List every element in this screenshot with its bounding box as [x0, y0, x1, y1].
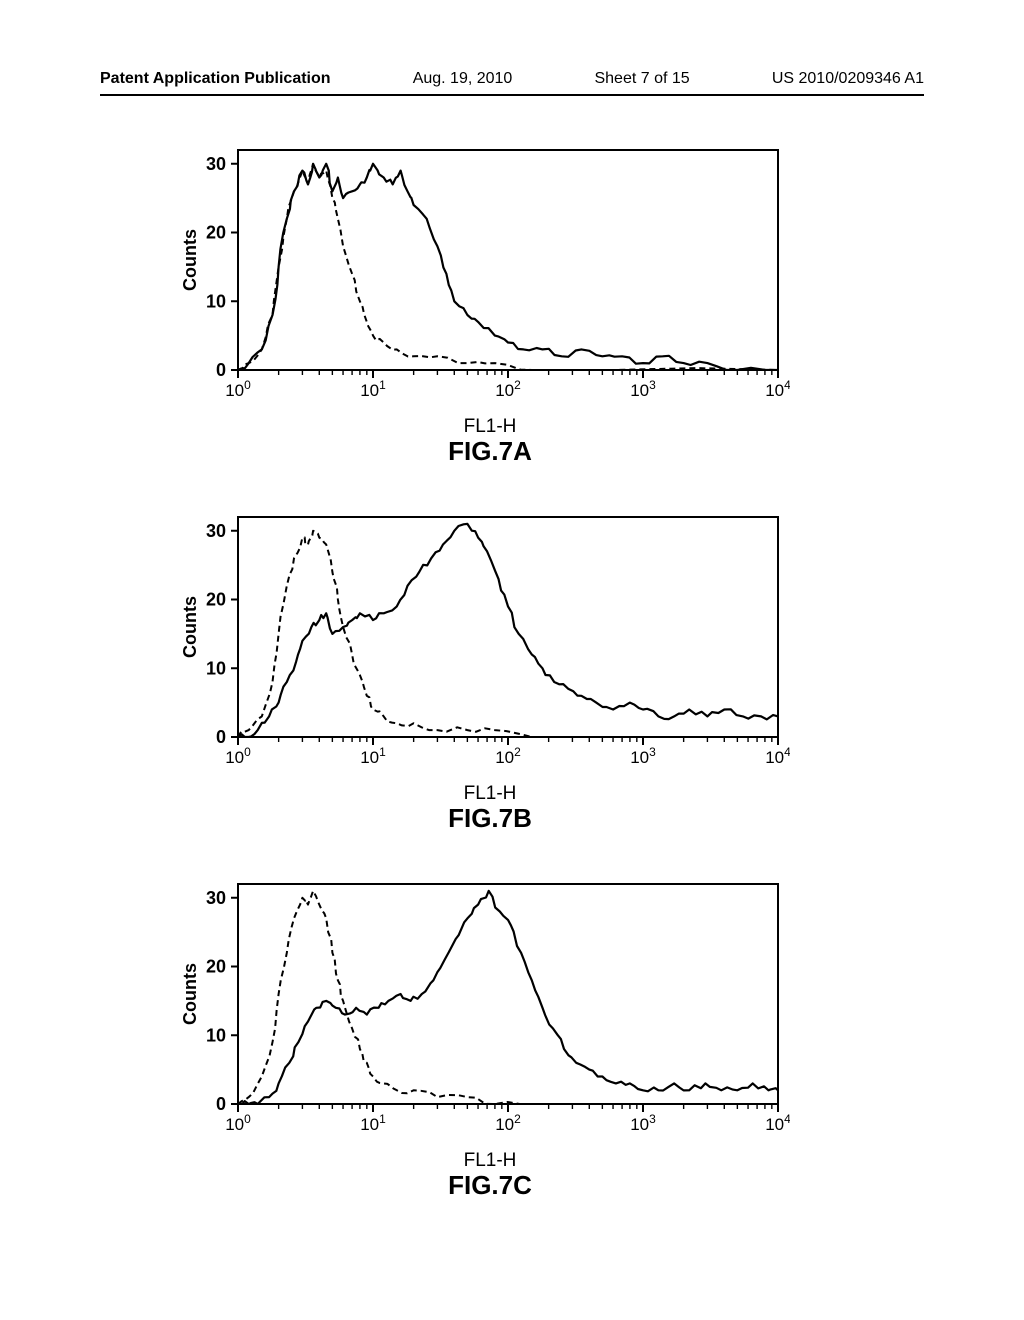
svg-text:0: 0 — [216, 1094, 226, 1114]
sheet-number: Sheet 7 of 15 — [594, 70, 689, 88]
svg-text:0: 0 — [216, 727, 226, 747]
svg-text:100: 100 — [225, 1112, 251, 1134]
page-header: Patent Application Publication Aug. 19, … — [100, 70, 924, 96]
publication-date: Aug. 19, 2010 — [413, 70, 513, 88]
svg-text:100: 100 — [225, 378, 251, 400]
histogram-svg-b: 0 10 20 30 Counts 100 101 102 103 104 — [180, 507, 790, 779]
svg-text:103: 103 — [630, 1112, 656, 1134]
svg-text:20: 20 — [206, 590, 226, 610]
histogram-svg-a: 0 10 20 30 Counts 100 101 102 103 104 — [180, 140, 790, 412]
svg-text:10: 10 — [206, 1025, 226, 1045]
svg-text:30: 30 — [206, 521, 226, 541]
svg-text:10: 10 — [206, 291, 226, 311]
svg-text:102: 102 — [495, 1112, 521, 1134]
chart-panel-a: 0 10 20 30 Counts 100 101 102 103 104 FL1-H FIG.7… — [180, 140, 800, 467]
histogram-svg-c: 0 10 20 30 Counts 100 101 102 103 104 — [180, 874, 790, 1146]
svg-text:104: 104 — [765, 1112, 790, 1134]
svg-text:103: 103 — [630, 745, 656, 767]
charts-container: 0102030Counts100101102103104 FL1-H FIG.7… — [180, 140, 800, 1241]
svg-text:10: 10 — [206, 658, 226, 678]
svg-text:101: 101 — [360, 745, 386, 767]
xlabel-c: FL1-H — [180, 1150, 800, 1172]
svg-text:101: 101 — [360, 1112, 386, 1134]
svg-text:20: 20 — [206, 957, 226, 977]
svg-text:Counts: Counts — [180, 229, 200, 291]
publication-type: Patent Application Publication — [100, 70, 331, 88]
xlabel-b: FL1-H — [180, 783, 800, 805]
svg-text:100: 100 — [225, 745, 251, 767]
svg-text:104: 104 — [765, 378, 790, 400]
svg-text:Counts: Counts — [180, 963, 200, 1025]
svg-text:101: 101 — [360, 378, 386, 400]
svg-text:30: 30 — [206, 888, 226, 908]
svg-text:20: 20 — [206, 223, 226, 243]
svg-text:Counts: Counts — [180, 596, 200, 658]
svg-text:104: 104 — [765, 745, 790, 767]
svg-text:0: 0 — [216, 360, 226, 380]
chart-panel-b: 0 10 20 30 Counts 100 101 102 103 104 FL1-H FIG.7… — [180, 507, 800, 834]
figure-label-a: FIG.7A — [180, 436, 800, 467]
svg-text:30: 30 — [206, 154, 226, 174]
figure-label-c: FIG.7C — [180, 1170, 800, 1201]
svg-text:102: 102 — [495, 745, 521, 767]
xlabel-a: FL1-H — [180, 416, 800, 438]
figure-label-b: FIG.7B — [180, 803, 800, 834]
chart-panel-c: 0 10 20 30 Counts 100 101 102 103 104 FL1-H FIG.7… — [180, 874, 800, 1201]
svg-text:102: 102 — [495, 378, 521, 400]
document-number: US 2010/0209346 A1 — [772, 70, 924, 88]
svg-text:103: 103 — [630, 378, 656, 400]
